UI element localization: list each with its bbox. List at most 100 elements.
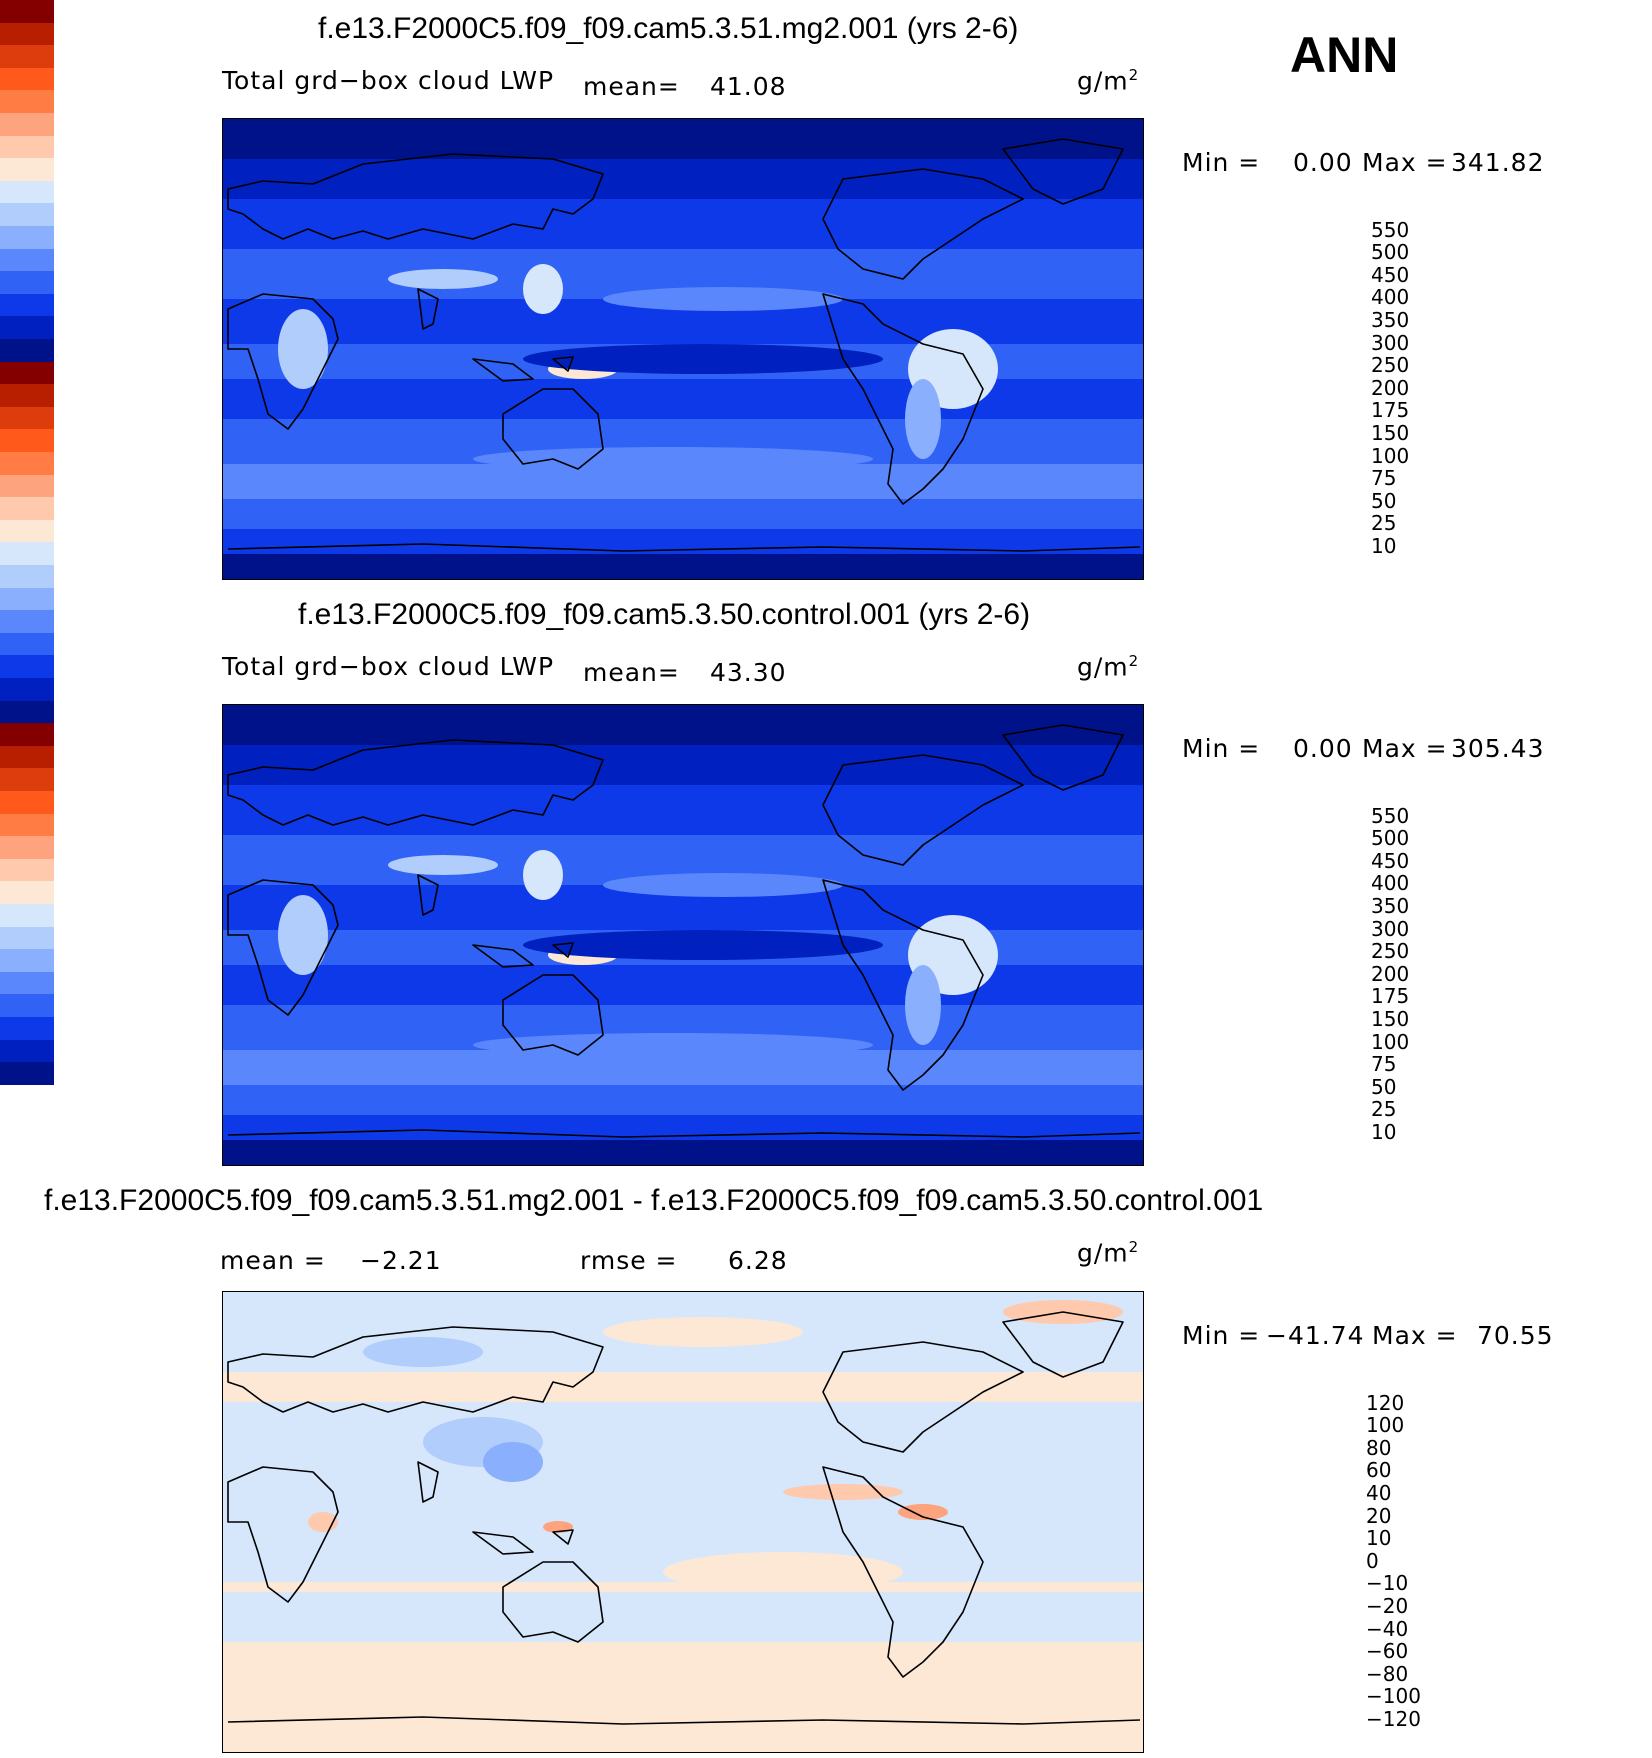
colorbar-swatch xyxy=(0,881,54,904)
colorbar-label: 550 xyxy=(1371,217,1410,242)
panel-2-max-label: Max = xyxy=(1362,734,1448,763)
coastline xyxy=(1002,724,1124,791)
panel-2-title: f.e13.F2000C5.f09_f09.cam5.3.50.control.… xyxy=(298,598,1031,631)
panel-3-title: f.e13.F2000C5.f09_f09.cam5.3.51.mg2.001 … xyxy=(44,1184,1264,1217)
colorbar-label: 10 xyxy=(1371,534,1397,558)
colorbar-label: 150 xyxy=(1371,421,1410,445)
coastline xyxy=(822,1466,984,1678)
panel-2-mean-value: 43.30 xyxy=(710,658,787,687)
colorbar-swatch xyxy=(0,361,54,385)
cloud-feature xyxy=(603,287,843,311)
colorbar-swatch xyxy=(0,384,54,407)
coastline xyxy=(822,168,1024,280)
panel-1-title: f.e13.F2000C5.f09_f09.cam5.3.51.mg2.001 … xyxy=(318,12,1019,45)
colorbar-swatch xyxy=(0,180,54,204)
colorbar-label: −10 xyxy=(1366,1571,1409,1596)
colorbar-box xyxy=(0,0,54,362)
colorbar-swatch xyxy=(0,949,54,972)
contour-band xyxy=(223,1592,1143,1642)
colorbar-swatch xyxy=(0,723,54,746)
colorbar-swatch xyxy=(0,542,54,565)
colorbar-swatch xyxy=(0,248,54,272)
coastline xyxy=(227,1326,604,1413)
colorbar-swatch xyxy=(0,67,54,91)
colorbar-swatch xyxy=(0,790,54,814)
coastline xyxy=(227,1716,1141,1725)
colorbar-label: 300 xyxy=(1371,916,1410,941)
coastline xyxy=(502,388,604,470)
colorbar-swatch xyxy=(0,564,54,588)
coastline xyxy=(822,1341,1024,1453)
coastline xyxy=(227,739,604,826)
colorbar-label: 50 xyxy=(1371,1074,1397,1099)
panel-3-max-label: Max = xyxy=(1372,1321,1458,1350)
colorbar-swatch xyxy=(0,632,54,656)
panel-2-min-value: 0.00 xyxy=(1293,734,1353,763)
colorbar-label: 100 xyxy=(1371,1029,1410,1054)
cloud-feature xyxy=(523,264,563,314)
panel-1-min-value: 0.00 xyxy=(1293,148,1353,177)
cloud-feature xyxy=(388,269,498,289)
colorbar-swatch xyxy=(0,745,54,769)
panel-3-map-svg xyxy=(223,1292,1143,1752)
coastline xyxy=(417,1461,439,1503)
contour-band xyxy=(223,965,1143,1005)
panel-3-units: g/m2 xyxy=(1077,1238,1140,1268)
colorbar-label: 100 xyxy=(1371,443,1410,468)
colorbar-swatch xyxy=(0,338,54,362)
colorbar-label: 350 xyxy=(1371,308,1410,332)
colorbar-label: 10 xyxy=(1366,1526,1392,1551)
panel-1-variable-label: Total grd−box cloud LWP xyxy=(222,66,555,95)
colorbar-label: 350 xyxy=(1371,894,1410,918)
colorbar-label: 10 xyxy=(1371,1120,1397,1144)
colorbar-swatch xyxy=(0,497,54,520)
colorbar-box xyxy=(0,723,54,1085)
colorbar-label: 25 xyxy=(1371,1097,1397,1122)
colorbar-swatch xyxy=(0,700,54,724)
cloud-feature xyxy=(523,344,883,374)
colorbar-swatch xyxy=(0,271,54,294)
coastline xyxy=(472,1531,534,1555)
anomaly-feature xyxy=(483,1442,543,1482)
colorbar-label: −80 xyxy=(1366,1661,1409,1686)
coastline xyxy=(417,874,439,916)
panel-2-variable-label: Total grd−box cloud LWP xyxy=(222,652,555,681)
cloud-feature xyxy=(905,965,941,1045)
colorbar-swatch xyxy=(0,813,54,837)
coastline xyxy=(552,356,574,372)
anomaly-feature xyxy=(898,1504,948,1520)
cloud-feature xyxy=(388,855,498,875)
contour-band xyxy=(223,554,1143,579)
cloud-feature xyxy=(523,930,883,960)
coastline xyxy=(417,288,439,330)
panel-2-max-value: 305.43 xyxy=(1451,734,1545,763)
contour-band xyxy=(223,1085,1143,1115)
cloud-feature xyxy=(523,850,563,900)
colorbar-label: 400 xyxy=(1371,285,1410,310)
colorbar-label: 0 xyxy=(1366,1548,1379,1573)
coastline xyxy=(1002,1311,1124,1378)
colorbar-label: 250 xyxy=(1371,353,1410,378)
colorbar-label: 20 xyxy=(1366,1503,1392,1528)
colorbar-label: 400 xyxy=(1371,871,1410,896)
colorbar-swatch xyxy=(0,112,54,136)
coastline xyxy=(472,944,534,968)
colorbar-label: −120 xyxy=(1366,1707,1421,1731)
panel-1-mean-label: mean= xyxy=(583,72,680,101)
colorbar-swatch xyxy=(0,293,54,317)
colorbar-label: 60 xyxy=(1366,1458,1392,1483)
colorbar-label: 200 xyxy=(1371,375,1410,400)
colorbar-label: −20 xyxy=(1366,1594,1409,1618)
colorbar-label: 550 xyxy=(1371,803,1410,828)
season-label: ANN xyxy=(1290,27,1399,83)
anomaly-feature xyxy=(603,1317,803,1347)
colorbar-label: −40 xyxy=(1366,1616,1409,1641)
colorbar-label: 175 xyxy=(1371,398,1410,423)
colorbar-swatch xyxy=(0,158,54,181)
panel-2-map-svg xyxy=(223,705,1143,1165)
colorbar-label: 100 xyxy=(1366,1413,1405,1438)
colorbar-swatch xyxy=(0,0,54,23)
colorbar-box xyxy=(0,361,54,724)
coastline xyxy=(552,942,574,958)
colorbar-label: 250 xyxy=(1371,939,1410,964)
